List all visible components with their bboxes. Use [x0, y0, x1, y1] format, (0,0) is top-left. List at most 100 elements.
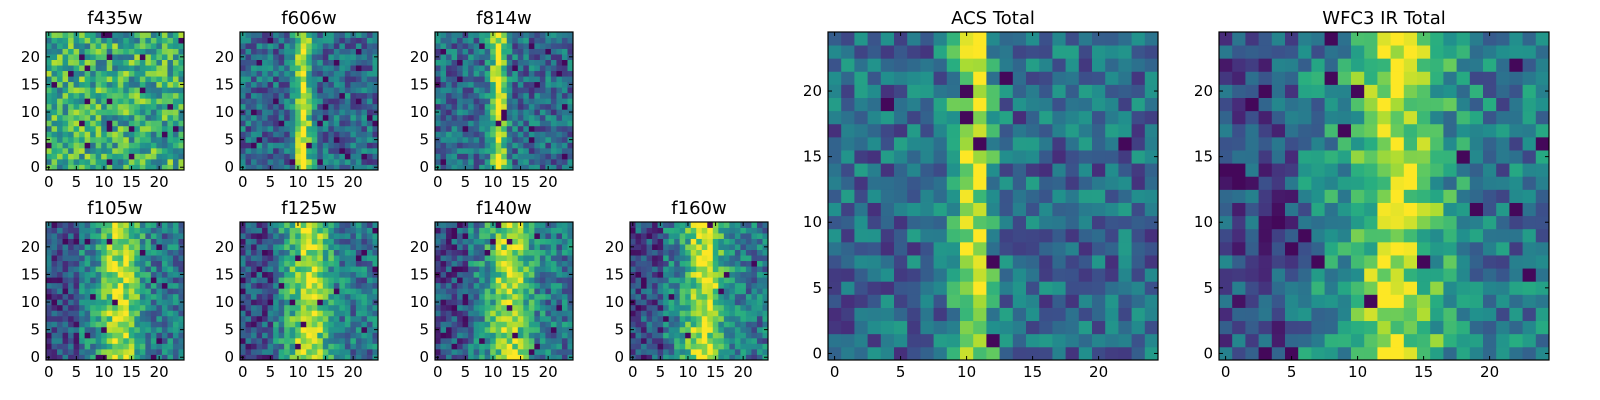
- heatmap-cell: [663, 282, 670, 289]
- heatmap-cell: [745, 326, 752, 333]
- heatmap-cell: [57, 304, 63, 311]
- heatmap-cell: [62, 120, 69, 127]
- heatmap-cell: [740, 288, 747, 295]
- heatmap-cell: [355, 92, 362, 99]
- heatmap-cell: [457, 255, 463, 262]
- heatmap-cell: [156, 153, 163, 160]
- plot-frame: [239, 31, 379, 171]
- heatmap-cell: [57, 282, 63, 289]
- heatmap-cell: [696, 354, 703, 361]
- heatmap-cell: [161, 70, 168, 77]
- heatmap-cell: [90, 120, 97, 127]
- heatmap-cell: [128, 37, 135, 44]
- heatmap-cell: [139, 238, 146, 245]
- heatmap-cell: [150, 310, 157, 317]
- heatmap-cell: [311, 153, 318, 160]
- heatmap-cell: [267, 76, 274, 83]
- heatmap-cell: [528, 337, 535, 344]
- heatmap-cell: [68, 354, 74, 361]
- heatmap-cell: [289, 120, 296, 127]
- heatmap-cell: [161, 326, 168, 333]
- heatmap-cell: [79, 227, 86, 234]
- heatmap-cell: [355, 147, 362, 154]
- heatmap-cell: [134, 244, 141, 250]
- heatmap-cell: [556, 37, 563, 44]
- heatmap-cell: [729, 282, 736, 289]
- heatmap-cell: [90, 304, 97, 311]
- heatmap-cell: [90, 131, 97, 138]
- heatmap-cell: [361, 43, 368, 49]
- heatmap-cell: [178, 233, 185, 239]
- heatmap-cell: [46, 293, 52, 300]
- heatmap-cell: [646, 288, 653, 295]
- heatmap-cell: [361, 282, 368, 289]
- heatmap-cell: [440, 136, 447, 143]
- heatmap-cell: [556, 164, 563, 171]
- heatmap-cell: [528, 299, 535, 306]
- heatmap-cell: [894, 255, 908, 269]
- heatmap-cell: [240, 142, 246, 149]
- heatmap-cell: [101, 337, 108, 344]
- heatmap-cell: [484, 299, 491, 306]
- heatmap-cell: [841, 333, 855, 348]
- heatmap-cell: [372, 98, 379, 105]
- heatmap-cell: [539, 299, 546, 306]
- heatmap-cell: [1131, 228, 1146, 243]
- heatmap-cell: [128, 158, 135, 165]
- heatmap-cell: [251, 142, 257, 149]
- heatmap-cell: [355, 98, 362, 105]
- heatmap-cell: [68, 282, 74, 289]
- heatmap-cell: [289, 59, 296, 66]
- heatmap-cell: [523, 348, 530, 355]
- heatmap-cell: [57, 125, 63, 132]
- heatmap-cell: [306, 315, 313, 322]
- heatmap-cell: [134, 142, 141, 149]
- heatmap-cell: [62, 109, 69, 116]
- heatmap-cell: [139, 164, 146, 171]
- heatmap-cell: [973, 241, 987, 256]
- heatmap-cell: [101, 81, 108, 88]
- heatmap-cell: [657, 310, 664, 317]
- heatmap-cell: [284, 147, 291, 154]
- heatmap-cell: [134, 277, 141, 284]
- heatmap-cell: [339, 222, 346, 228]
- x-tick-label: 15: [122, 173, 141, 191]
- heatmap-cell: [273, 81, 280, 88]
- heatmap-cell: [95, 293, 102, 300]
- heatmap-cell: [495, 321, 502, 328]
- heatmap-cell: [712, 310, 719, 317]
- heatmap-cell: [366, 282, 373, 289]
- heatmap-cell: [740, 310, 747, 317]
- heatmap-cell: [112, 125, 119, 132]
- heatmap-cell: [468, 32, 475, 38]
- heatmap-cell: [73, 315, 80, 322]
- heatmap-cell: [567, 76, 574, 83]
- heatmap-cell: [462, 277, 469, 284]
- heatmap-cell: [73, 260, 80, 267]
- heatmap-cell: [366, 92, 373, 99]
- heatmap-cell: [663, 266, 670, 273]
- heatmap-cell: [462, 299, 469, 306]
- heatmap-cell: [690, 260, 697, 267]
- heatmap-cell: [457, 227, 463, 234]
- heatmap-cell: [333, 142, 340, 149]
- heatmap-cell: [550, 65, 557, 72]
- heatmap-cell: [134, 54, 141, 60]
- heatmap-cell: [501, 92, 508, 99]
- heatmap-cell: [545, 315, 552, 322]
- heatmap-cell: [745, 337, 752, 344]
- heatmap-cell: [339, 266, 346, 273]
- heatmap-cell: [355, 326, 362, 333]
- heatmap-cell: [344, 266, 351, 273]
- heatmap-cell: [490, 59, 497, 66]
- heatmap-cell: [468, 76, 475, 83]
- heatmap-cell: [245, 164, 252, 171]
- heatmap-cell: [1092, 294, 1106, 308]
- heatmap-cell: [539, 343, 546, 350]
- heatmap-cell: [333, 343, 340, 350]
- heatmap-cell: [295, 271, 302, 278]
- heatmap-cell: [284, 332, 291, 339]
- heatmap-cell: [95, 304, 102, 311]
- heatmap-cell: [139, 109, 146, 116]
- heatmap-cell: [262, 103, 268, 110]
